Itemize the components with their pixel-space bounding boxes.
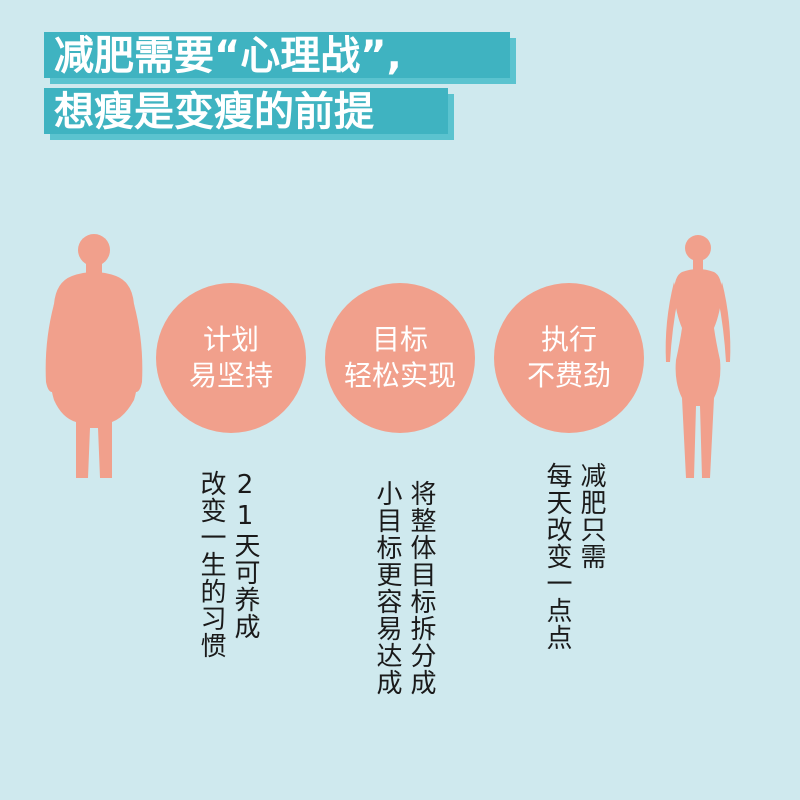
execute-circle: 执行 不费劲 bbox=[494, 283, 644, 433]
note-1-col-1: 21天可养成 bbox=[230, 470, 260, 640]
page-title-line-2: 想瘦是变瘦的前提 bbox=[54, 89, 374, 135]
plan-circle: 计划 易坚持 bbox=[156, 283, 306, 433]
note-2-col-1: 将整体目标拆分成 bbox=[406, 480, 436, 696]
execute-circle-line-2: 不费劲 bbox=[526, 359, 611, 392]
heavy-body-silhouette-icon bbox=[45, 234, 143, 478]
plan-circle-line-2: 易坚持 bbox=[188, 359, 273, 392]
goal-circle-line-1: 目标 bbox=[371, 323, 428, 356]
note-3-col-1: 减肥只需 bbox=[576, 462, 606, 570]
note-3-col-2: 每天改变一点点 bbox=[542, 462, 572, 651]
title-band-1: 减肥需要“心理战”, bbox=[44, 32, 516, 84]
slim-body-silhouette-icon bbox=[665, 235, 731, 478]
note-1-col-2: 改变一生的习惯 bbox=[196, 470, 226, 659]
note-2-col-2: 小目标更容易达成 bbox=[372, 480, 402, 696]
plan-circle-line-1: 计划 bbox=[202, 323, 259, 356]
page-title-line-1: 减肥需要“心理战”, bbox=[54, 33, 402, 79]
goal-circle-line-2: 轻松实现 bbox=[343, 359, 456, 392]
goal-circle: 目标 轻松实现 bbox=[325, 283, 475, 433]
title-band-2: 想瘦是变瘦的前提 bbox=[44, 88, 454, 140]
execute-circle-line-1: 执行 bbox=[540, 323, 597, 356]
